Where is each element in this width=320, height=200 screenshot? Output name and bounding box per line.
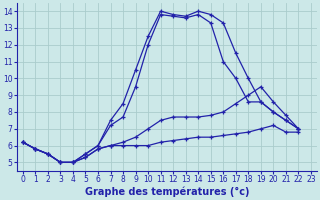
X-axis label: Graphe des températures (°c): Graphe des températures (°c) — [85, 187, 249, 197]
